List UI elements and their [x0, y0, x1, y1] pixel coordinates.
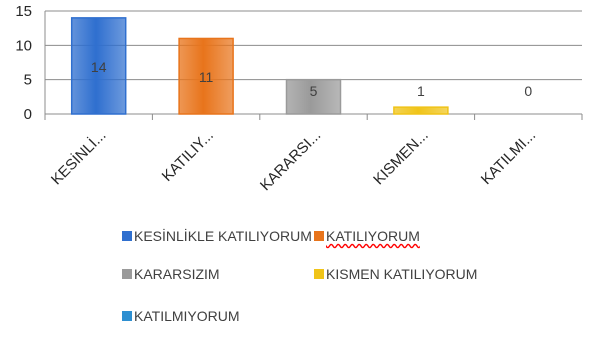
y-tick-label: 0 [24, 106, 32, 123]
bar [178, 37, 234, 115]
legend-item-katilmiyorum: KATILMIYORUM [122, 308, 240, 324]
legend-item-katiliyorum: KATILIYORUM [314, 228, 420, 244]
data-label: 0 [524, 83, 532, 99]
legend-label-kesinlikle-katiliyorum: KESİNLİKLE KATILIYORUM [134, 228, 312, 244]
data-label: 5 [310, 83, 318, 99]
bar-chart: 05101514KESİNLİ...11KATILIY...5KARARSI..… [15, 3, 583, 194]
y-tick-label: 15 [15, 3, 32, 20]
legend-swatch-kismen-katiliyorum [314, 269, 324, 279]
data-label: 11 [199, 69, 214, 85]
legend-swatch-kararsizim [122, 269, 132, 279]
legend-label-katiliyorum: KATILIYORUM [326, 228, 420, 244]
bar [285, 78, 342, 115]
data-label: 1 [417, 83, 425, 99]
bar [70, 17, 127, 115]
legend-label-katilmiyorum: KATILMIYORUM [134, 308, 240, 324]
legend-item-kesinlikle-katiliyorum: KESİNLİKLE KATILIYORUM [122, 228, 312, 244]
x-tick-label: KESİNLİ... [47, 126, 109, 188]
x-tick-label: KATILIY... [159, 127, 217, 185]
x-tick-label: KISMEN... [370, 127, 432, 189]
y-tick-label: 5 [24, 72, 32, 89]
legend-swatch-katiliyorum [314, 231, 324, 241]
legend-item-kismen-katiliyorum: KISMEN KATILIYORUM [314, 266, 477, 282]
bar [393, 106, 449, 115]
x-tick-label: KARARSI... [257, 127, 324, 194]
data-label: 14 [91, 59, 107, 75]
legend-swatch-kesinlikle-katiliyorum [122, 231, 132, 241]
legend-item-kararsizim: KARARSIZIM [122, 266, 220, 282]
legend-label-kararsizim: KARARSIZIM [134, 266, 220, 282]
legend-swatch-katilmiyorum [122, 311, 132, 321]
legend-label-kismen-katiliyorum: KISMEN KATILIYORUM [326, 266, 478, 282]
y-tick-label: 10 [15, 37, 32, 54]
x-tick-label: KATILMI... [478, 127, 539, 188]
